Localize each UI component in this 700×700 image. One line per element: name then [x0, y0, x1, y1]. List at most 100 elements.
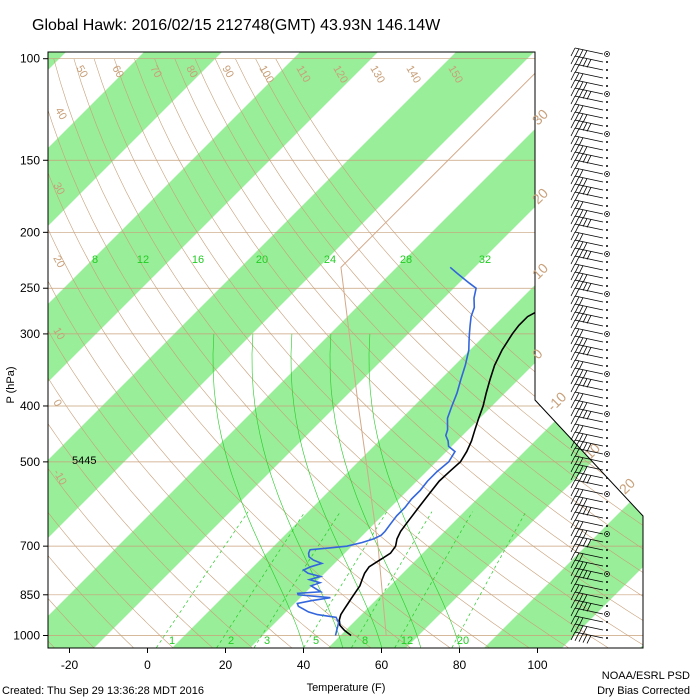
barb-dot: [606, 285, 608, 287]
wind-barb: [570, 143, 608, 155]
calm-marker: [604, 171, 610, 177]
wind-barb: [570, 615, 608, 626]
dry-adiabat: [48, 58, 55, 648]
barb-flag: [570, 295, 576, 305]
dry-adiabat: [48, 58, 332, 648]
barb-flag: [574, 240, 580, 250]
barb-dot: [606, 397, 608, 399]
wind-barb: [570, 183, 608, 196]
barb-flag: [578, 377, 584, 386]
calm-marker: [604, 331, 610, 337]
barb-flag: [582, 634, 588, 643]
barb-flag: [570, 135, 576, 145]
barb-flag: [582, 146, 588, 155]
barb-flag: [586, 571, 592, 580]
barb-staff: [574, 479, 604, 487]
barb-flag: [582, 50, 588, 59]
wind-barb: [570, 135, 608, 146]
wind-barb: [570, 327, 610, 338]
barb-flag: [578, 345, 584, 354]
barb-dot: [606, 429, 608, 431]
barb-staff: [574, 423, 604, 431]
barb-flag: [574, 448, 580, 458]
wind-barb: [570, 503, 608, 516]
barb-staff: [574, 431, 604, 439]
barb-dot: [606, 605, 608, 607]
wind-barb: [570, 375, 608, 388]
barb-flag: [574, 384, 580, 394]
barb-flag: [578, 593, 584, 602]
barb-staff: [574, 447, 604, 455]
barb-flag: [570, 303, 576, 313]
wind-barb: [570, 431, 608, 443]
barb-staff: [574, 231, 604, 239]
barb-flag: [586, 155, 592, 164]
barb-dot: [606, 125, 608, 127]
wind-barb: [570, 79, 608, 91]
barb-flag: [582, 410, 588, 419]
mixing-ratio-bottom-label: 1: [169, 635, 175, 647]
barb-staff: [574, 551, 604, 559]
barb-flag: [570, 175, 576, 185]
barb-flag: [582, 250, 588, 259]
barb-flag: [574, 248, 580, 258]
barb-flag: [570, 255, 576, 265]
wind-barb: [570, 159, 608, 170]
barb-flag: [582, 186, 588, 195]
barb-flag: [586, 603, 592, 612]
wind-barb: [570, 271, 608, 283]
dry-adiabat: [48, 58, 174, 648]
barb-dot: [606, 469, 608, 471]
barb-flag: [574, 96, 580, 106]
barb-dot: [606, 333, 608, 335]
barb-flag: [570, 231, 576, 241]
barb-dot: [606, 53, 608, 55]
barb-dot: [606, 381, 608, 383]
barb-staff: [574, 55, 604, 63]
barb-dot: [606, 365, 608, 367]
barb-flag: [578, 105, 584, 114]
barb-flag: [582, 90, 588, 99]
barb-flag: [574, 544, 580, 554]
adiabat-label: 20: [50, 254, 67, 271]
temperature-band: [48, 52, 530, 648]
barb-flag: [570, 471, 576, 481]
barb-flag: [570, 79, 576, 89]
barb-flag: [570, 391, 576, 401]
wind-barb: [570, 415, 608, 426]
barb-flag: [570, 463, 576, 473]
barb-dot: [606, 229, 608, 231]
barb-flag: [578, 633, 584, 642]
barb-flag: [578, 297, 584, 306]
barb-flag: [574, 136, 580, 146]
barb-flag: [570, 63, 576, 73]
plot-border: [47, 51, 644, 649]
barb-flag: [582, 58, 588, 67]
barb-flag: [582, 506, 588, 515]
barb-flag: [570, 431, 576, 441]
barb-flag: [570, 351, 576, 361]
barb-dot: [606, 117, 608, 119]
barb-dot: [606, 501, 608, 503]
x-tick-label: 100: [527, 658, 547, 672]
calm-marker: [604, 571, 610, 577]
barb-flag: [582, 442, 588, 451]
dry-adiabat: [48, 58, 134, 648]
barb-flag: [578, 153, 584, 162]
barb-flag: [582, 498, 588, 507]
mixing-ratio-label: 20: [256, 254, 268, 266]
wind-barb: [570, 87, 610, 100]
y-tick-label: 300: [20, 327, 40, 341]
calm-marker: [604, 491, 610, 497]
dry-adiabat: [214, 58, 643, 648]
barb-dot: [606, 357, 608, 359]
barb-staff: [574, 279, 604, 287]
barb-flag: [586, 539, 592, 548]
mixing-ratio-label: 8: [92, 254, 98, 266]
barb-dot: [606, 637, 608, 639]
barb-flag: [574, 232, 580, 242]
barb-staff: [574, 103, 604, 111]
barb-flag: [582, 466, 588, 475]
adiabat-label: 40: [52, 106, 69, 123]
